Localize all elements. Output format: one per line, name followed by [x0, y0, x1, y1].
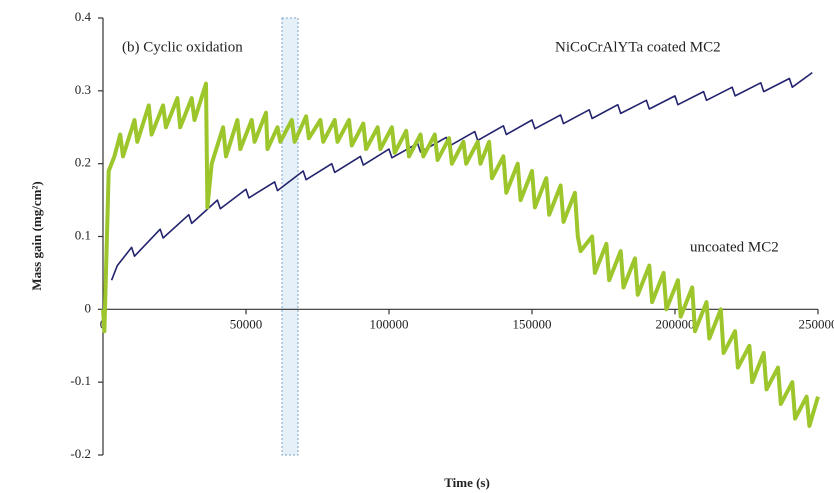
y-tick-label: 0: [85, 300, 92, 315]
y-tick-label: 0.4: [75, 9, 92, 24]
x-tick-label: 50000: [230, 316, 263, 331]
x-tick-label: 100000: [370, 316, 409, 331]
series-label: NiCoCrAlYTa coated MC2: [555, 39, 721, 55]
highlight-band: [281, 17, 299, 456]
y-tick-label: -0.1: [70, 373, 91, 388]
y-axis-label: Mass gain (mg/cm²): [29, 181, 44, 290]
series-label: uncoated MC2: [690, 239, 779, 255]
x-tick-label: 200000: [656, 316, 695, 331]
y-tick-label: 0.1: [75, 227, 91, 242]
series-line: [101, 81, 820, 428]
x-tick-label: 150000: [513, 316, 552, 331]
y-tick-label: -0.2: [70, 446, 91, 461]
y-tick-label: 0.3: [75, 82, 91, 97]
y-tick-label: 0.2: [75, 155, 91, 170]
x-axis-label: Time (s): [444, 475, 490, 490]
x-tick-label: 250000: [799, 316, 834, 331]
chart-title: (b) Cyclic oxidation: [122, 39, 243, 55]
